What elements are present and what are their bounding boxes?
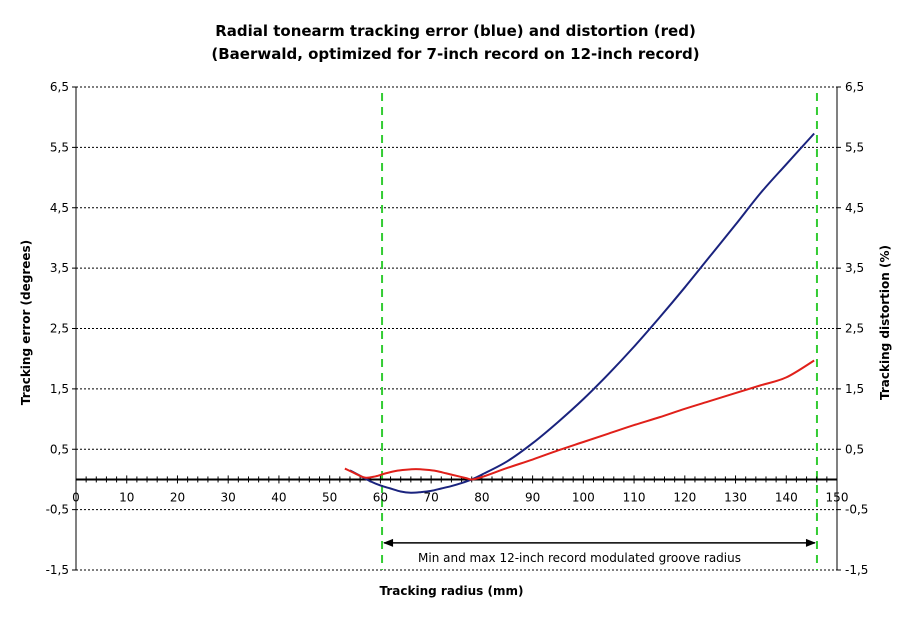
x-tick-label: 90 (525, 490, 540, 504)
y-tick-label-left: -0,5 (46, 503, 69, 517)
y-tick-label-left: 0,5 (50, 442, 69, 456)
x-tick-label: 70 (423, 490, 438, 504)
y-tick-label-right: -0,5 (845, 503, 868, 517)
y-tick-label-left: 2,5 (50, 322, 69, 336)
y-tick-label-right: 6,5 (845, 80, 864, 94)
annotation-arrowhead-right (805, 538, 816, 547)
y-tick-label-right: 2,5 (845, 322, 864, 336)
y-tick-label-left: 1,5 (50, 382, 69, 396)
y-axis-title-right: Tracking distortion (%) (878, 245, 892, 400)
distortion-line (344, 359, 815, 481)
annotation-arrowhead-left (383, 538, 394, 547)
tracking-error-line (349, 132, 815, 494)
y-tick-label-right: 5,5 (845, 140, 864, 154)
x-tick-label: 100 (572, 490, 595, 504)
x-tick-label: 60 (373, 490, 388, 504)
y-tick-label-right: 3,5 (845, 261, 864, 275)
x-tick-label: 110 (623, 490, 646, 504)
chart-subtitle: (Baerwald, optimized for 7-inch record o… (211, 45, 700, 63)
chart-title: Radial tonearm tracking error (blue) and… (215, 22, 696, 40)
y-tick-label-right: -1,5 (845, 563, 868, 577)
y-tick-label-right: 4,5 (845, 201, 864, 215)
y-tick-label-left: 3,5 (50, 261, 69, 275)
x-tick-label: 80 (474, 490, 489, 504)
x-tick-label: 10 (119, 490, 134, 504)
x-axis-title: Tracking radius (mm) (380, 584, 524, 598)
x-tick-label: 120 (673, 490, 696, 504)
x-tick-label: 140 (775, 490, 798, 504)
x-tick-label: 40 (271, 490, 286, 504)
y-axis-title-left: Tracking error (degrees) (19, 240, 33, 405)
y-tick-label-left: 6,5 (50, 80, 69, 94)
x-tick-label: 130 (724, 490, 747, 504)
x-tick-label: 30 (221, 490, 236, 504)
y-tick-label-right: 0,5 (845, 442, 864, 456)
x-tick-label: 0 (72, 490, 80, 504)
y-tick-label-right: 1,5 (845, 382, 864, 396)
x-tick-label: 150 (826, 490, 849, 504)
y-tick-label-left: 4,5 (50, 201, 69, 215)
annotation-text: Min and max 12-inch record modulated gro… (418, 551, 741, 565)
y-tick-label-left: 5,5 (50, 140, 69, 154)
y-tick-label-left: -1,5 (46, 563, 69, 577)
x-tick-label: 50 (322, 490, 337, 504)
x-tick-label: 20 (170, 490, 185, 504)
